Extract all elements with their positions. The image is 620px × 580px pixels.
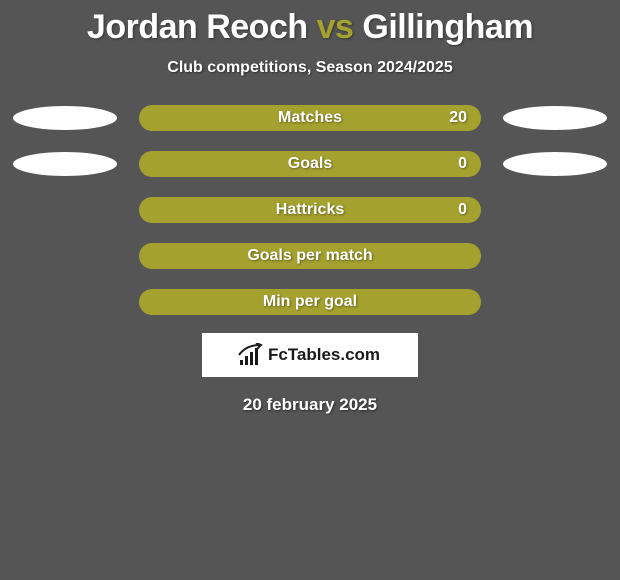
stat-row: Matches 20 [0,105,620,131]
stat-row: Goals per match [0,243,620,269]
player-name: Jordan Reoch [87,8,308,46]
right-pill [503,106,607,130]
left-pill [13,152,117,176]
subtitle: Club competitions, Season 2024/2025 [0,59,620,77]
stat-value: 20 [449,109,467,127]
left-pill [13,198,117,222]
stat-row: Min per goal [0,289,620,315]
stat-label: Min per goal [263,293,357,311]
logo-chart-icon [240,345,262,365]
left-pill [13,106,117,130]
stat-bar: Matches 20 [139,105,481,131]
stats-list: Matches 20 Goals 0 Hattricks 0 Goals per match… [0,105,620,315]
left-pill [13,244,117,268]
stat-bar: Goals per match [139,243,481,269]
right-pill [503,152,607,176]
vs-text: vs [317,8,354,46]
stat-label: Goals per match [247,247,372,265]
logo-text: FcTables.com [268,345,380,365]
right-pill [503,198,607,222]
logo-box[interactable]: FcTables.com [202,333,418,377]
date-text: 20 february 2025 [0,395,620,415]
right-pill [503,290,607,314]
stat-label: Matches [278,109,342,127]
page-title: Jordan Reoch vs Gillingham [0,8,620,47]
stat-bar: Min per goal [139,289,481,315]
stat-bar: Hattricks 0 [139,197,481,223]
right-pill [503,244,607,268]
stat-label: Hattricks [276,201,344,219]
stat-label: Goals [288,155,332,173]
team-name: Gillingham [362,8,533,46]
stat-value: 0 [458,201,467,219]
left-pill [13,290,117,314]
stat-value: 0 [458,155,467,173]
stat-row: Hattricks 0 [0,197,620,223]
infographic-container: Jordan Reoch vs Gillingham Club competit… [0,0,620,415]
stat-row: Goals 0 [0,151,620,177]
stat-bar: Goals 0 [139,151,481,177]
